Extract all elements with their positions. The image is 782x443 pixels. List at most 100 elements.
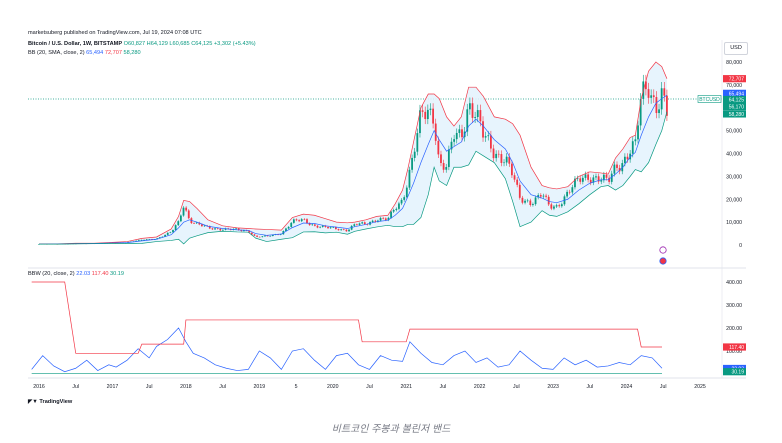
time-tick-label: Jul [586,384,593,390]
candle-body [608,177,611,182]
candle-body [324,225,327,227]
currency-button[interactable]: USD [724,42,748,55]
price-tick-label: 30,000 [726,174,742,180]
candle-body [440,154,442,164]
bb-middle-line [39,94,668,245]
candle-body [645,81,647,90]
candle-body [553,206,555,209]
candle-body [534,197,537,205]
candle-body [395,208,398,210]
candle-body [521,197,524,203]
candle-body [237,228,240,231]
time-tick-label: 2018 [180,384,192,390]
bbw-tick-label: 200.00 [726,326,742,332]
candle-body [164,234,167,237]
candle-body [605,174,608,178]
candle-body [411,157,413,170]
candle-body [505,156,508,163]
candle-body [256,235,258,237]
candle-body [148,239,151,240]
candle-body [529,200,532,206]
price-axis: 80,00070,00060,00050,00040,00030,00020,0… [659,60,746,265]
candle-body [629,153,632,160]
candle-body [379,217,382,221]
candle-body [652,95,655,98]
candle-body [537,195,540,198]
candle-body [453,139,456,142]
candle-body [271,234,274,237]
candle-body [500,154,503,163]
candle-body [143,239,146,241]
candle-body [303,219,306,220]
bollinger-band-lines [39,61,668,245]
candle-body [348,229,350,232]
price-tick-label: 40,000 [726,152,742,158]
candle-body [458,129,461,133]
price-tag [723,89,746,97]
price-tick-label: 0 [739,243,742,249]
price-tick-label: 50,000 [726,129,742,135]
candle-body [384,218,387,221]
tradingview-logo[interactable]: ◤▼ TradingView [28,399,73,405]
candle-body [419,110,421,134]
candle-body [187,210,190,219]
candle-body [285,228,287,231]
candle-body [650,95,653,98]
candle-body [342,229,345,230]
candle-body [618,167,621,172]
candle-body [201,224,203,227]
candle-body [497,153,500,155]
candle-body [382,217,385,219]
candle-body [329,227,332,229]
candle-body [560,204,563,207]
candle-body [466,109,469,132]
symbol-legend: Bitcoin / U.S. Dollar, 1W, BITSTAMP O60,… [28,41,256,48]
close-value: C64,125 [191,41,213,47]
candle-body [332,227,335,228]
price-tag-label: 64,125 [729,98,745,104]
candle-body [639,98,642,126]
candle-body [495,153,498,159]
bbw-legend: BBW (20, close, 2) 22.03 117.40 30.19 [28,271,124,278]
bbw-value-2: 117.40 [91,271,109,277]
time-tick-label: Jul [366,384,373,390]
candle-body [595,176,597,178]
candle-body [637,125,639,140]
candle-body [513,175,516,180]
candle-body [610,173,613,182]
bbw-series-1 [31,281,662,354]
low-value: L60,685 [169,41,190,47]
candle-body [219,228,222,231]
chart-frame: marketsuberg published on TradingView.co… [24,24,755,413]
candle-body [261,236,264,238]
candle-body [306,219,308,224]
candle-body [479,110,482,122]
candle-body [623,156,626,164]
symbol-tag [697,95,722,103]
candle-body [371,220,374,223]
candle-body [222,229,224,231]
candle-body [489,135,492,149]
candle-body [550,204,553,209]
candle-body [426,109,429,120]
bbw-label: BBW (20, close, 2) [28,271,75,277]
candle-body [511,163,513,176]
candle-body [158,237,161,239]
time-tick-label: Jul [219,384,226,390]
candle-body [258,236,261,238]
candle-body [589,179,592,183]
candle-body [492,148,495,159]
candle-body [474,117,477,118]
candle-body [390,211,392,218]
candle-body [337,229,340,231]
bbw-tick-label: 400.00 [726,280,742,286]
candle-body [290,222,293,227]
candle-body [526,200,529,202]
candle-body [298,220,301,222]
candle-body [334,227,337,230]
figure-caption: 비트코인 주봉과 볼린저 밴드 [331,424,451,435]
candle-body [145,239,148,240]
bbw-series-0 [31,327,663,373]
